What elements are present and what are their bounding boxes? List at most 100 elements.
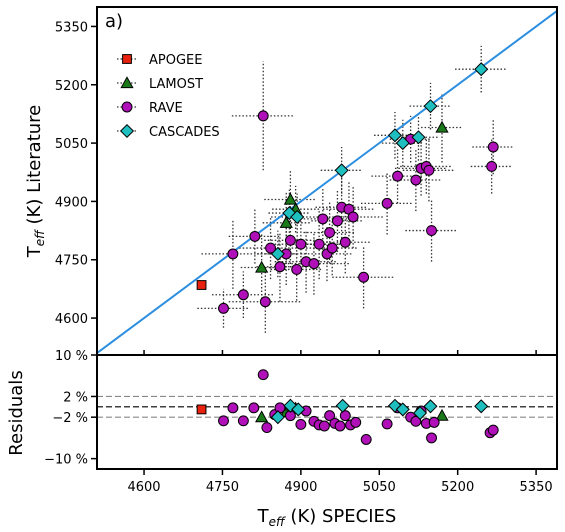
residual-point-rave xyxy=(360,434,372,445)
data-point-rave xyxy=(237,289,249,301)
x-tick-label: 5200 xyxy=(441,480,474,495)
y-axis-title-literature: Teff (K) Literature xyxy=(24,105,47,258)
data-point-cascades xyxy=(270,246,285,261)
x-tick-label: 4900 xyxy=(284,480,317,495)
y-tick-label: 4600 xyxy=(55,312,88,327)
data-point-rave xyxy=(308,258,320,270)
residual-point-rave xyxy=(324,410,336,422)
data-point-rave xyxy=(381,197,393,209)
residual-point-rave xyxy=(218,415,229,427)
y-tick-label: −2 % xyxy=(52,411,88,426)
data-point-apogee xyxy=(196,280,207,290)
data-point-rave xyxy=(332,215,343,227)
data-point-rave xyxy=(487,141,499,153)
data-point-rave xyxy=(410,174,422,186)
residual-point-rave xyxy=(295,418,307,430)
residual-point-cascades xyxy=(270,410,285,425)
legend: APOGEE LAMOST RAVE CASCADES xyxy=(117,53,220,140)
data-point-rave xyxy=(274,261,286,273)
data-point-cascades xyxy=(387,128,402,143)
x-tick-label: 5050 xyxy=(363,480,396,495)
residual-point-cascades xyxy=(291,402,306,417)
x-tick-label: 4750 xyxy=(206,480,239,495)
bottom-points xyxy=(196,369,499,445)
top-panel: 4600 4750 4900 5050 5200 5350 a) APOGEE LAMOST… xyxy=(55,6,558,356)
data-point-cascades xyxy=(290,209,305,224)
residual-point-rave xyxy=(487,424,499,436)
bottom-ticks: 4600 4750 4900 5050 5200 5350 10 % 2 % −2 % −10 % xyxy=(44,349,553,495)
data-point-lamost xyxy=(435,120,449,133)
residual-point-rave xyxy=(261,422,273,433)
x-tick-label: 4600 xyxy=(127,480,160,495)
legend-label-lamost: LAMOST xyxy=(149,77,203,92)
y-tick-label: 4900 xyxy=(55,195,88,210)
y-axis-title-residuals: Residuals xyxy=(6,370,27,455)
residual-point-rave xyxy=(410,415,422,427)
x-axis-title: Teff (K) SPECIES xyxy=(257,506,397,529)
data-point-lamost xyxy=(255,260,269,273)
legend-marker-rave xyxy=(121,101,133,113)
residual-point-cascades xyxy=(413,406,428,421)
bottom-panel: 4600 4750 4900 5050 5200 5350 10 % 2 % −2 % −10 % xyxy=(44,349,558,495)
residual-point-rave xyxy=(227,402,239,414)
data-point-cascades xyxy=(334,163,349,178)
data-point-rave xyxy=(392,170,404,182)
data-point-rave xyxy=(249,230,261,242)
legend-label-rave: RAVE xyxy=(149,101,183,116)
data-point-rave xyxy=(423,164,435,176)
data-point-rave xyxy=(317,213,329,225)
residual-point-rave xyxy=(248,402,260,414)
data-point-rave xyxy=(284,234,296,246)
bottom-plot-frame xyxy=(96,354,558,470)
residual-point-rave xyxy=(274,402,286,414)
data-point-rave xyxy=(291,264,303,275)
data-point-cascades xyxy=(411,130,426,145)
residual-point-rave xyxy=(257,369,269,381)
legend-label-cascades: CASCADES xyxy=(149,125,220,140)
residual-point-rave xyxy=(428,416,440,428)
y-tick-label: 5050 xyxy=(55,137,88,152)
data-point-cascades xyxy=(423,99,438,114)
data-point-rave xyxy=(265,242,276,254)
residual-point-rave xyxy=(237,415,249,427)
y-tick-label: 5200 xyxy=(55,79,88,94)
top-ticks: 4600 4750 4900 5050 5200 5350 xyxy=(55,20,537,355)
legend-marker-apogee xyxy=(122,54,132,64)
data-point-lamost xyxy=(283,192,298,205)
residual-point-rave xyxy=(339,410,351,422)
residual-point-cascades xyxy=(335,398,350,413)
residual-point-rave xyxy=(426,432,437,444)
data-point-rave xyxy=(326,242,338,254)
y-tick-label: 5350 xyxy=(55,20,88,35)
data-point-rave xyxy=(347,211,359,223)
residual-point-rave xyxy=(318,420,330,432)
y-tick-label: −10 % xyxy=(44,453,88,468)
residual-point-lamost xyxy=(255,410,269,423)
data-point-cascades xyxy=(474,62,489,77)
residual-point-lamost xyxy=(435,408,449,421)
y-tick-label: 10 % xyxy=(55,349,88,364)
panel-label: a) xyxy=(105,11,123,32)
residual-point-cascades xyxy=(474,399,489,414)
legend-marker-cascades xyxy=(119,123,135,139)
data-point-rave xyxy=(259,296,271,308)
data-point-rave xyxy=(227,248,239,260)
data-point-rave xyxy=(257,110,269,122)
data-point-rave xyxy=(426,225,437,237)
residual-point-rave xyxy=(334,420,346,432)
data-point-rave xyxy=(339,236,351,248)
data-point-lamost xyxy=(279,215,293,228)
data-point-rave xyxy=(295,238,307,250)
y-tick-label: 4750 xyxy=(55,254,88,269)
x-tick-label: 5350 xyxy=(520,480,553,495)
residual-point-rave xyxy=(350,416,362,428)
residual-point-cascades xyxy=(395,402,410,417)
data-point-rave xyxy=(486,160,498,172)
data-point-rave xyxy=(358,271,370,283)
y-tick-label: 2 % xyxy=(63,390,88,405)
data-point-cascades xyxy=(395,136,410,151)
legend-label-apogee: APOGEE xyxy=(149,53,202,68)
legend-marker-lamost xyxy=(120,76,134,89)
data-point-rave xyxy=(324,227,336,238)
